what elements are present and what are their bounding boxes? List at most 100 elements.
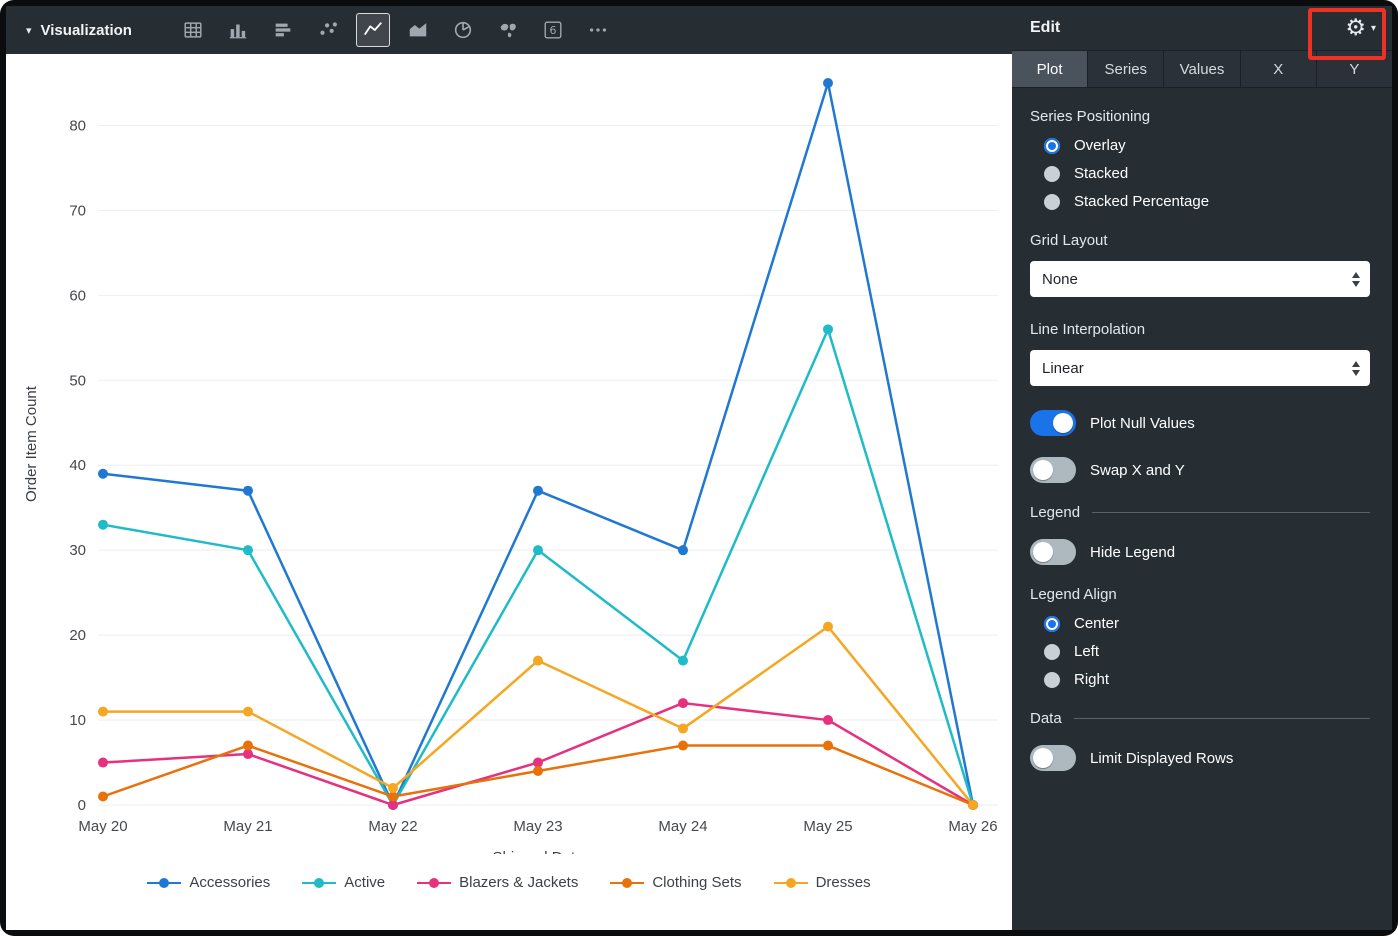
- series-positioning-group: Overlay Stacked Stacked Percentage: [1030, 137, 1370, 210]
- toggle-knob: [1033, 748, 1053, 768]
- viz-type-column-icon[interactable]: [221, 13, 255, 47]
- svg-text:60: 60: [69, 287, 86, 304]
- toggle-label: Hide Legend: [1090, 543, 1176, 561]
- legend-item-clothing-sets[interactable]: Clothing Sets: [610, 874, 742, 891]
- tab-plot[interactable]: Plot: [1012, 51, 1089, 87]
- swap-x-y-toggle[interactable]: [1030, 457, 1076, 483]
- edit-panel-tabs: Plot Series Values X Y: [1012, 50, 1392, 88]
- select-arrows-icon: [1352, 360, 1360, 376]
- radio-label: Overlay: [1074, 137, 1126, 154]
- data-section-header: Data: [1030, 710, 1370, 727]
- viz-type-bar-icon[interactable]: [266, 13, 300, 47]
- legend-align-label: Legend Align: [1030, 586, 1117, 603]
- radio-icon: [1044, 193, 1060, 210]
- svg-text:30: 30: [69, 542, 86, 559]
- viz-type-area-icon[interactable]: [401, 13, 435, 47]
- legend-item-dresses[interactable]: Dresses: [773, 874, 871, 891]
- grid-layout-select[interactable]: None: [1030, 261, 1370, 297]
- svg-text:May 25: May 25: [803, 818, 852, 835]
- svg-text:80: 80: [69, 117, 86, 134]
- legend-label: Dresses: [815, 874, 871, 891]
- viz-type-line-icon[interactable]: [355, 13, 390, 47]
- limit-displayed-rows-toggle[interactable]: [1030, 745, 1076, 771]
- svg-text:0: 0: [78, 797, 86, 814]
- radio-label: Right: [1074, 671, 1110, 688]
- radio-icon: [1044, 615, 1060, 632]
- toggle-knob: [1053, 413, 1073, 433]
- radio-label: Stacked Percentage: [1074, 193, 1210, 210]
- svg-text:10: 10: [69, 712, 86, 729]
- viz-type-map-icon[interactable]: [491, 13, 525, 47]
- legend-swatch: [610, 877, 645, 888]
- legend-label: Blazers & Jackets: [459, 874, 579, 891]
- gear-icon: ⚙: [1345, 14, 1366, 41]
- toggle-knob: [1033, 460, 1053, 480]
- grid-layout-label: Grid Layout: [1030, 232, 1108, 249]
- radio-right[interactable]: Right: [1044, 671, 1370, 688]
- legend-item-blazers-jackets[interactable]: Blazers & Jackets: [417, 874, 578, 891]
- chevron-down-icon: ▾: [26, 23, 32, 37]
- svg-text:May 26: May 26: [948, 818, 997, 835]
- legend-item-active[interactable]: Active: [302, 874, 385, 891]
- edit-panel-header: Edit ⚙ ▾: [1012, 6, 1392, 60]
- visualization-canvas: 0 10 20 30 40 50 60 70 80 May 20 May 21 May 22 May 2…: [6, 54, 1012, 930]
- viz-type-picker: 6: [176, 13, 615, 47]
- legend-section-header: Legend: [1030, 504, 1370, 521]
- radio-icon: [1044, 643, 1060, 660]
- toggle-label: Limit Displayed Rows: [1090, 749, 1234, 767]
- tab-y[interactable]: Y: [1316, 51, 1392, 87]
- plot-null-values-toggle[interactable]: [1030, 410, 1076, 436]
- series-positioning-label: Series Positioning: [1030, 108, 1151, 125]
- viz-type-single-value-icon[interactable]: 6: [536, 13, 570, 47]
- radio-overlay[interactable]: Overlay: [1044, 137, 1370, 154]
- line-chart: 0 10 20 30 40 50 60 70 80 May 20 May 21 May 22 May 2…: [23, 78, 998, 854]
- chart-legend: Accessories Active Blazers & Jackets Clo…: [6, 874, 1012, 891]
- edit-panel: Edit ⚙ ▾ Plot Series Values X Y Series P…: [1012, 6, 1392, 930]
- svg-text:May 23: May 23: [513, 818, 562, 835]
- visualization-title: Visualization: [40, 21, 132, 39]
- viz-type-table-icon[interactable]: [176, 13, 210, 47]
- line-interpolation-label: Line Interpolation: [1030, 321, 1146, 338]
- legend-swatch: [302, 877, 337, 888]
- edit-panel-title: Edit: [1030, 19, 1061, 36]
- svg-text:May 21: May 21: [223, 818, 272, 835]
- visualization-section-toggle[interactable]: ▾ Visualization: [6, 22, 132, 39]
- divider: [1073, 718, 1370, 719]
- selected-value: Linear: [1042, 359, 1084, 377]
- viz-type-pie-icon[interactable]: [446, 13, 480, 47]
- line-interpolation-select[interactable]: Linear: [1030, 350, 1370, 386]
- svg-text:6: 6: [549, 24, 556, 37]
- hide-legend-row: Hide Legend: [1030, 539, 1370, 565]
- radio-icon: [1044, 165, 1060, 182]
- radio-left[interactable]: Left: [1044, 643, 1370, 660]
- legend-label: Clothing Sets: [652, 874, 742, 891]
- svg-text:40: 40: [69, 457, 86, 474]
- limit-displayed-rows-row: Limit Displayed Rows: [1030, 745, 1370, 771]
- more-viz-types-icon[interactable]: [581, 13, 615, 47]
- svg-text:Shipped Date: Shipped Date: [493, 849, 584, 854]
- legend-item-accessories[interactable]: Accessories: [147, 874, 270, 891]
- legend-swatch: [417, 877, 452, 888]
- toggle-label: Swap X and Y: [1090, 461, 1185, 479]
- radio-center[interactable]: Center: [1044, 615, 1370, 632]
- radio-label: Stacked: [1074, 165, 1129, 182]
- settings-gear-button[interactable]: ⚙ ▾: [1345, 14, 1376, 41]
- hide-legend-toggle[interactable]: [1030, 539, 1076, 565]
- toggle-label: Plot Null Values: [1090, 414, 1195, 432]
- radio-icon: [1044, 671, 1060, 688]
- visualization-toolbar: ▾ Visualization: [6, 6, 1012, 54]
- legend-swatch: [147, 877, 182, 888]
- radio-stacked[interactable]: Stacked: [1044, 165, 1370, 182]
- viz-type-scatter-icon[interactable]: [311, 13, 345, 47]
- svg-text:May 24: May 24: [658, 818, 707, 835]
- tab-x[interactable]: X: [1240, 51, 1317, 87]
- tab-values[interactable]: Values: [1164, 51, 1241, 87]
- selected-value: None: [1042, 270, 1078, 288]
- tab-series[interactable]: Series: [1088, 51, 1165, 87]
- radio-icon: [1044, 137, 1060, 154]
- toggle-knob: [1033, 542, 1053, 562]
- svg-text:70: 70: [69, 202, 86, 219]
- radio-stacked-percentage[interactable]: Stacked Percentage: [1044, 193, 1370, 210]
- svg-text:May 20: May 20: [78, 818, 127, 835]
- svg-text:May 22: May 22: [368, 818, 417, 835]
